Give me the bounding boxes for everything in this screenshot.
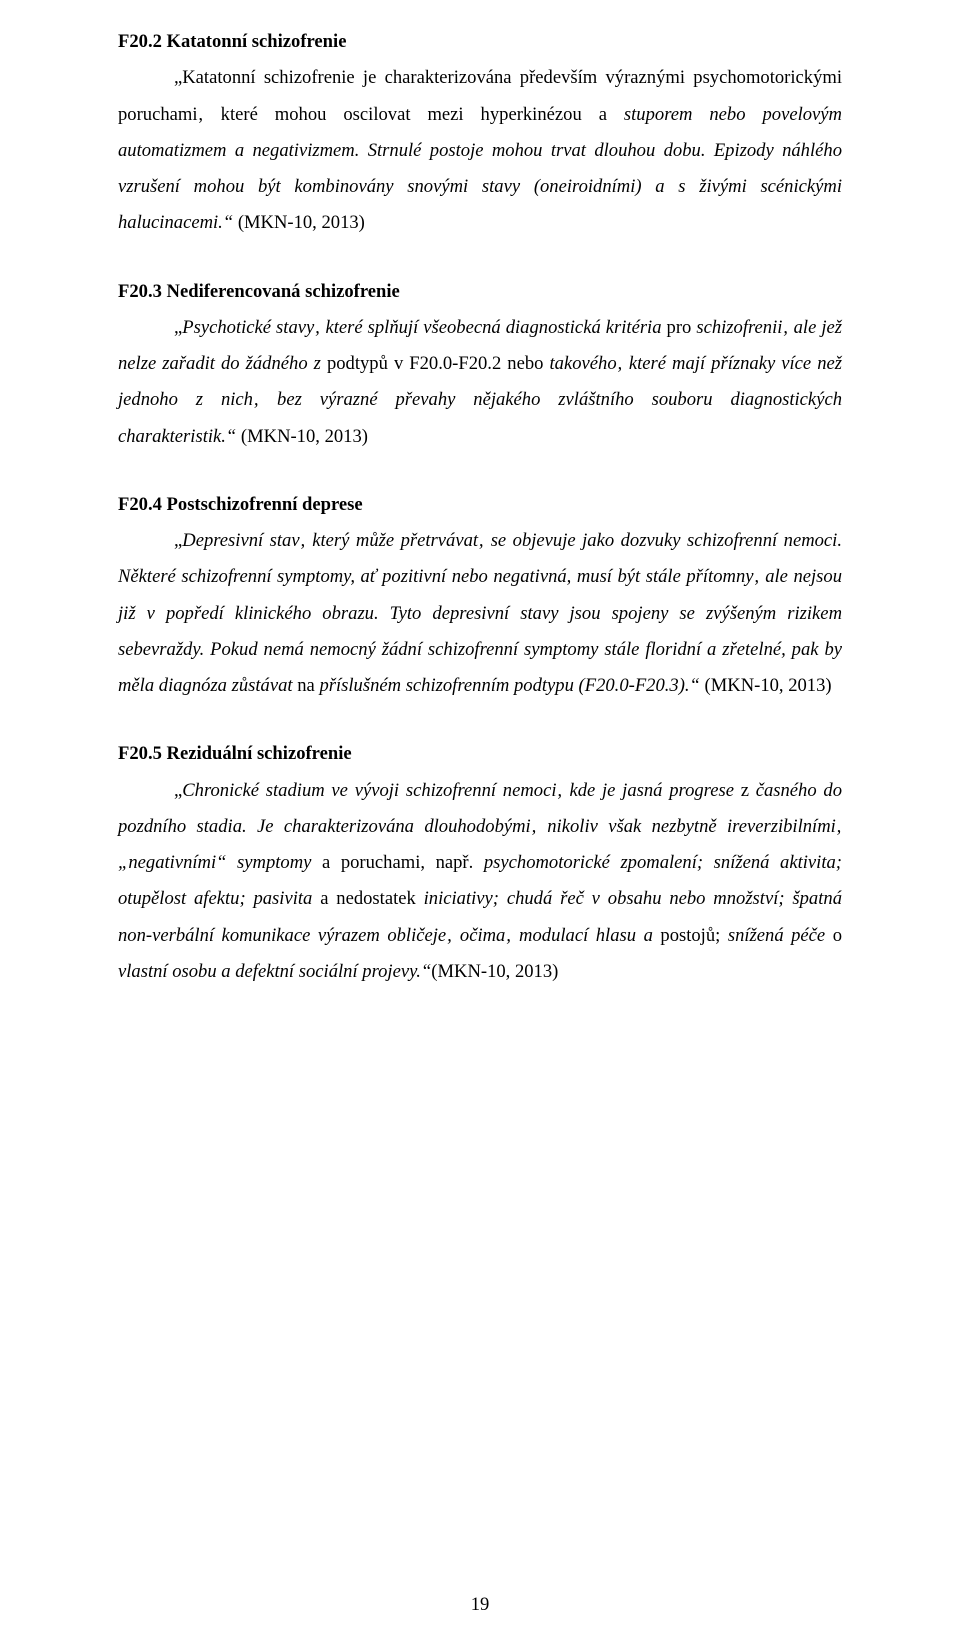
body-plain: postojů; [660,925,727,946]
body-plain: a poruchami, např. [322,852,484,873]
body-plain: (MKN-10, 2013) [700,675,832,696]
body-italic: snížená péče [728,925,833,946]
section-heading-f20-3: F20.3 Nediferencovaná schizofrenie [118,274,842,310]
body-plain: podtypů v F20.0-F20.2 nebo [327,353,550,374]
section-heading-f20-2: F20.2 Katatonní schizofrenie [118,24,842,60]
section-body-f20-5: „Chronické stadium ve vývoji schizofrenn… [118,773,842,991]
body-plain: pro [667,317,697,338]
body-plain: na [297,675,319,696]
section-body-f20-2: „Katatonní schizofrenie je charakterizov… [118,60,842,241]
body-plain: a nedostatek [320,888,423,909]
body-italic: příslušném schizofrenním podtypu (F20.0-… [319,675,699,696]
page-number: 19 [0,1587,960,1623]
body-plain: (MKN-10, 2013) [233,212,365,233]
section-body-f20-3: „Psychotické stavy‚ které splňují všeobe… [118,310,842,455]
heading-text: F20.4 Postschizofrenní deprese [118,494,363,515]
body-plain: o [833,925,842,946]
heading-text: F20.5 Reziduální schizofrenie [118,743,352,764]
body-italic: Psychotické stavy‚ které splňují všeobec… [182,317,666,338]
body-plain: (MKN-10, 2013) [236,426,368,447]
document-page: F20.2 Katatonní schizofrenie „Katatonní … [0,0,960,1641]
section-body-f20-4: „Depresivní stav‚ který může přetrvávat‚… [118,523,842,704]
section-heading-f20-5: F20.5 Reziduální schizofrenie [118,736,842,772]
heading-text: F20.2 Katatonní schizofrenie [118,31,346,52]
body-plain: z [741,780,756,801]
section-heading-f20-4: F20.4 Postschizofrenní deprese [118,487,842,523]
body-italic: Chronické stadium ve vývoji schizofrenní… [182,780,740,801]
body-italic: vlastní osobu a defektní sociální projev… [118,961,431,982]
body-italic: Depresivní stav‚ který může přetrvávat‚ … [118,530,842,696]
body-plain: (MKN-10, 2013) [431,961,558,982]
heading-text: F20.3 Nediferencovaná schizofrenie [118,281,400,302]
